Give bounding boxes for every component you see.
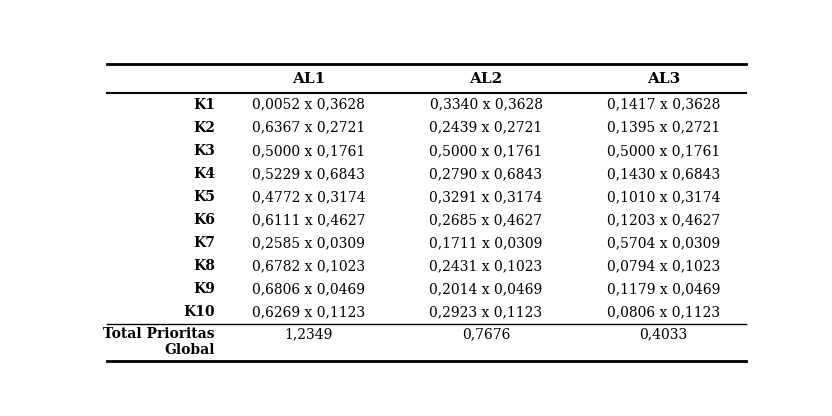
Text: 0,6111 x 0,4627: 0,6111 x 0,4627 <box>252 213 365 227</box>
Text: K8: K8 <box>193 259 215 273</box>
Text: 0,5000 x 0,1761: 0,5000 x 0,1761 <box>607 144 720 158</box>
Text: 0,1203 x 0,4627: 0,1203 x 0,4627 <box>607 213 720 227</box>
Text: 0,4033: 0,4033 <box>639 327 687 341</box>
Text: 0,5229 x 0,6843: 0,5229 x 0,6843 <box>252 167 365 181</box>
Text: 0,1430 x 0,6843: 0,1430 x 0,6843 <box>607 167 720 181</box>
Text: 0,2439 x 0,2721: 0,2439 x 0,2721 <box>429 121 542 135</box>
Text: 0,1010 x 0,3174: 0,1010 x 0,3174 <box>607 190 721 204</box>
Text: 0,0794 x 0,1023: 0,0794 x 0,1023 <box>607 259 720 273</box>
Text: 0,5000 x 0,1761: 0,5000 x 0,1761 <box>252 144 365 158</box>
Text: AL3: AL3 <box>646 72 680 86</box>
Text: 0,7676: 0,7676 <box>462 327 510 341</box>
Text: 0,3291 x 0,3174: 0,3291 x 0,3174 <box>429 190 542 204</box>
Text: K9: K9 <box>193 282 215 296</box>
Text: 0,0806 x 0,1123: 0,0806 x 0,1123 <box>607 305 720 319</box>
Text: AL2: AL2 <box>469 72 503 86</box>
Text: 0,5000 x 0,1761: 0,5000 x 0,1761 <box>429 144 542 158</box>
Text: 0,6269 x 0,1123: 0,6269 x 0,1123 <box>252 305 365 319</box>
Text: 0,3340 x 0,3628: 0,3340 x 0,3628 <box>429 98 542 111</box>
Text: 0,1395 x 0,2721: 0,1395 x 0,2721 <box>607 121 720 135</box>
Text: 0,5704 x 0,0309: 0,5704 x 0,0309 <box>607 236 720 250</box>
Text: K7: K7 <box>193 236 215 250</box>
Text: 0,6782 x 0,1023: 0,6782 x 0,1023 <box>252 259 365 273</box>
Text: K4: K4 <box>193 167 215 181</box>
Text: 0,2790 x 0,6843: 0,2790 x 0,6843 <box>429 167 542 181</box>
Text: 0,6367 x 0,2721: 0,6367 x 0,2721 <box>252 121 365 135</box>
Text: 0,2923 x 0,1123: 0,2923 x 0,1123 <box>429 305 542 319</box>
Text: K5: K5 <box>193 190 215 204</box>
Text: K10: K10 <box>183 305 215 319</box>
Text: Total Prioritas: Total Prioritas <box>103 327 215 341</box>
Text: 0,0052 x 0,3628: 0,0052 x 0,3628 <box>252 98 365 111</box>
Text: 0,1711 x 0,0309: 0,1711 x 0,0309 <box>429 236 542 250</box>
Text: K1: K1 <box>193 98 215 111</box>
Text: K2: K2 <box>193 121 215 135</box>
Text: 0,6806 x 0,0469: 0,6806 x 0,0469 <box>252 282 365 296</box>
Text: K6: K6 <box>193 213 215 227</box>
Text: Global: Global <box>165 343 215 357</box>
Text: K3: K3 <box>193 144 215 158</box>
Text: AL1: AL1 <box>292 72 325 86</box>
Text: 0,2685 x 0,4627: 0,2685 x 0,4627 <box>429 213 542 227</box>
Text: 0,2585 x 0,0309: 0,2585 x 0,0309 <box>252 236 365 250</box>
Text: 1,2349: 1,2349 <box>285 327 333 341</box>
Text: 0,2014 x 0,0469: 0,2014 x 0,0469 <box>429 282 542 296</box>
Text: 0,2431 x 0,1023: 0,2431 x 0,1023 <box>429 259 542 273</box>
Text: 0,1179 x 0,0469: 0,1179 x 0,0469 <box>607 282 720 296</box>
Text: 0,4772 x 0,3174: 0,4772 x 0,3174 <box>252 190 365 204</box>
Text: 0,1417 x 0,3628: 0,1417 x 0,3628 <box>607 98 720 111</box>
